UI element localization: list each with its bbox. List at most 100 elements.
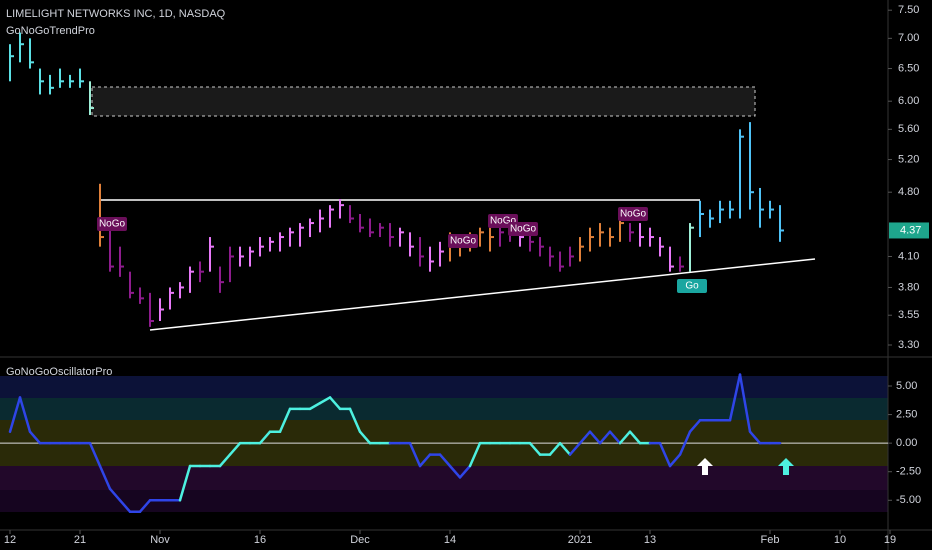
osc-segment xyxy=(468,441,482,468)
price-bar xyxy=(269,237,274,252)
y-tick-label: 5.20 xyxy=(898,153,919,165)
gap-box xyxy=(91,86,756,117)
y-tick-label: 3.30 xyxy=(898,339,919,351)
price-bar xyxy=(719,200,724,224)
price-bar xyxy=(769,200,774,219)
price-bar xyxy=(139,287,144,304)
price-bar xyxy=(739,129,744,219)
osc-segment xyxy=(548,441,562,456)
osc-segment xyxy=(668,453,682,468)
annotation: NoGo xyxy=(620,209,647,220)
price-bar xyxy=(109,227,114,272)
annotation: NoGo xyxy=(510,224,537,235)
price-bar xyxy=(219,266,224,293)
price-bar xyxy=(149,292,154,327)
osc-segment xyxy=(8,396,22,433)
zone xyxy=(0,490,888,512)
price-bar xyxy=(709,209,714,228)
y-tick-label: 5.60 xyxy=(898,123,919,135)
price-bar xyxy=(479,227,484,247)
annotation: NoGo xyxy=(99,219,126,230)
price-bar xyxy=(359,214,364,233)
x-tick-label: Dec xyxy=(350,534,370,546)
x-tick-label: 19 xyxy=(884,534,896,546)
y-tick-label: 6.00 xyxy=(898,95,919,107)
price-bar xyxy=(699,200,704,238)
trend-line xyxy=(149,258,816,331)
price-bar xyxy=(649,227,654,247)
price-bar xyxy=(329,205,334,228)
price-bar xyxy=(69,74,74,88)
x-tick-label: 21 xyxy=(74,534,86,546)
osc-segment xyxy=(738,373,752,433)
price-bar xyxy=(299,223,304,247)
price-bar xyxy=(99,183,104,247)
indicator-name: GoNoGoTrendPro xyxy=(6,25,95,37)
osc-segment xyxy=(408,441,422,468)
arrow xyxy=(697,458,713,475)
price-bar xyxy=(349,205,354,224)
price-bar xyxy=(179,282,184,299)
oscillator-name: GoNoGoOscillatorPro xyxy=(6,366,112,378)
price-bar xyxy=(559,251,564,272)
price-bar xyxy=(239,246,244,267)
osc-segment xyxy=(608,430,622,445)
arrow xyxy=(778,458,794,475)
osc-segment xyxy=(228,441,242,456)
price-bar xyxy=(749,122,754,210)
price-bar xyxy=(309,218,314,238)
y-tick-label: 4.10 xyxy=(898,250,919,262)
price-bar xyxy=(59,68,64,88)
y-tick-label: 6.50 xyxy=(898,62,919,74)
osc-segment xyxy=(178,464,192,502)
osc-segment xyxy=(278,407,292,433)
price-bar xyxy=(659,237,664,257)
y-tick-label: 7.50 xyxy=(898,4,919,16)
price-bar xyxy=(169,287,174,310)
price-bar xyxy=(419,237,424,267)
price-bar xyxy=(669,246,674,272)
price-bar xyxy=(589,227,594,252)
price-bar xyxy=(569,246,574,267)
osc-zones xyxy=(0,376,888,512)
price-bar xyxy=(549,246,554,267)
osc-segment xyxy=(558,441,572,456)
price-bar xyxy=(409,232,414,257)
chart-title: LIMELIGHT NETWORKS INC, 1D, NASDAQ xyxy=(6,8,226,20)
price-bar xyxy=(369,218,374,238)
osc-segment xyxy=(348,407,362,433)
annotation-box xyxy=(448,234,478,248)
annotation-box xyxy=(508,222,538,236)
price-bar xyxy=(189,266,194,293)
osc-segment xyxy=(588,430,602,445)
price-bar xyxy=(49,74,54,95)
price-bar xyxy=(339,199,344,219)
osc-segment xyxy=(458,464,472,479)
osc-segment xyxy=(138,499,152,513)
price-bar xyxy=(319,209,324,233)
osc-segment xyxy=(618,430,632,445)
price-bar xyxy=(79,68,84,88)
price-bar xyxy=(129,271,134,299)
osc-segment xyxy=(18,396,32,433)
osc-segment xyxy=(688,419,702,433)
x-tick-label: 10 xyxy=(834,534,846,546)
x-tick-label: 13 xyxy=(644,534,656,546)
osc-segment xyxy=(218,453,232,468)
y-tick-label: -5.00 xyxy=(896,494,921,506)
osc-segment xyxy=(598,430,612,445)
y-tick-label: 3.55 xyxy=(898,309,919,321)
price-bar xyxy=(609,227,614,247)
price-bar xyxy=(259,237,264,257)
osc-segment xyxy=(88,441,102,468)
osc-segment xyxy=(678,430,692,456)
zone xyxy=(0,376,888,398)
price-bar xyxy=(39,68,44,95)
y-tick-label: 7.00 xyxy=(898,32,919,44)
y-tick-label: 3.80 xyxy=(898,281,919,293)
price-bar xyxy=(199,261,204,283)
osc-segment xyxy=(728,373,742,422)
y-tick-label: -2.50 xyxy=(896,466,921,478)
go-arrow xyxy=(697,458,794,475)
